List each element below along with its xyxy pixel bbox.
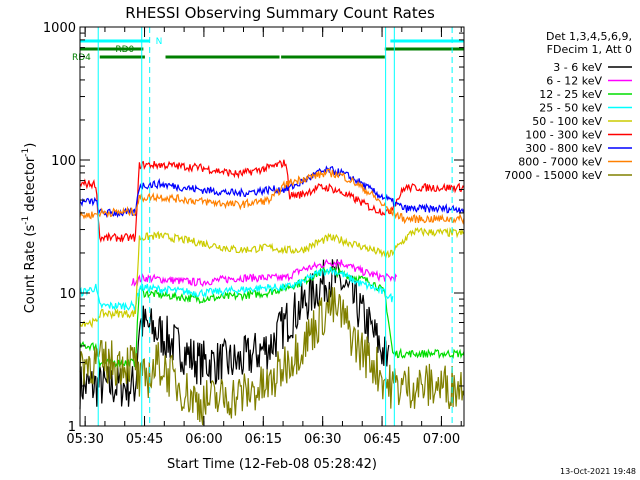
- y-axis-label-main: Count Rate (s: [23, 225, 38, 314]
- series-line: [79, 159, 465, 244]
- flag-label: N: [156, 37, 163, 47]
- x-tick-label: 05:30: [66, 432, 103, 447]
- x-tick-label: 05:45: [126, 432, 163, 447]
- legend-label: 100 - 300 keV: [525, 129, 602, 142]
- legend-label: 6 - 12 keV: [546, 75, 602, 88]
- x-tick-label: 06:45: [363, 432, 400, 447]
- series-lines: [79, 159, 465, 426]
- x-axis-label: Start Time (12-Feb-08 05:28:42): [167, 457, 377, 472]
- y-tick-label: 10: [59, 287, 76, 302]
- series-line: [79, 266, 394, 312]
- x-tick-label: 06:30: [304, 432, 341, 447]
- series-line: [79, 259, 390, 410]
- y-tick-label: 1: [68, 420, 76, 435]
- axes: 1 10 100 1000 05:30 05:45 06:00 06:15 06:30 06:45…: [43, 21, 464, 447]
- legend-label: 12 - 25 keV: [539, 88, 602, 101]
- legend-label: 300 - 800 keV: [525, 142, 602, 155]
- series-line: [79, 266, 465, 369]
- series-line: [79, 168, 465, 225]
- series-line: [130, 258, 398, 288]
- series-line: [79, 165, 465, 219]
- x-tick-label: 07:00: [423, 432, 460, 447]
- y-tick-label: 1000: [43, 21, 76, 36]
- plot-frame: [79, 26, 465, 427]
- legend-label: 800 - 7000 keV: [518, 156, 602, 169]
- x-tick-label: 06:00: [185, 432, 222, 447]
- legend-label: 7000 - 15000 keV: [504, 169, 602, 182]
- legend-label: 3 - 6 keV: [553, 61, 602, 74]
- chart-title: RHESSI Observing Summary Count Rates: [125, 4, 435, 22]
- guide-lines: [97, 27, 453, 426]
- y-tick-label: 100: [51, 154, 76, 169]
- y-axis-label-sup1: -1: [21, 216, 31, 225]
- flag-label: RD0: [115, 45, 134, 55]
- legend: Det 1,3,4,5,6,9, FDecim 1, Att 0 3 - 6 k…: [504, 30, 632, 182]
- flag-bars: N RD0 RD4: [72, 37, 464, 63]
- y-axis-label-mid: detector: [23, 156, 38, 216]
- y-axis-label-sup2: -1: [21, 148, 31, 157]
- legend-header-line-2: FDecim 1, Att 0: [547, 43, 632, 56]
- y-axis-label: Count Rate (s-1 detector-1): [21, 143, 38, 314]
- legend-header-line-1: Det 1,3,4,5,6,9,: [546, 30, 632, 43]
- series-line: [79, 226, 465, 329]
- legend-label: 50 - 100 keV: [532, 115, 602, 128]
- x-tick-label: 06:15: [245, 432, 282, 447]
- y-axis-label-end: ): [23, 143, 38, 148]
- legend-label: 25 - 50 keV: [539, 102, 602, 115]
- series-line: [79, 287, 465, 426]
- flag-label: RD4: [72, 53, 91, 63]
- timestamp: 13-Oct-2021 19:48: [560, 467, 636, 476]
